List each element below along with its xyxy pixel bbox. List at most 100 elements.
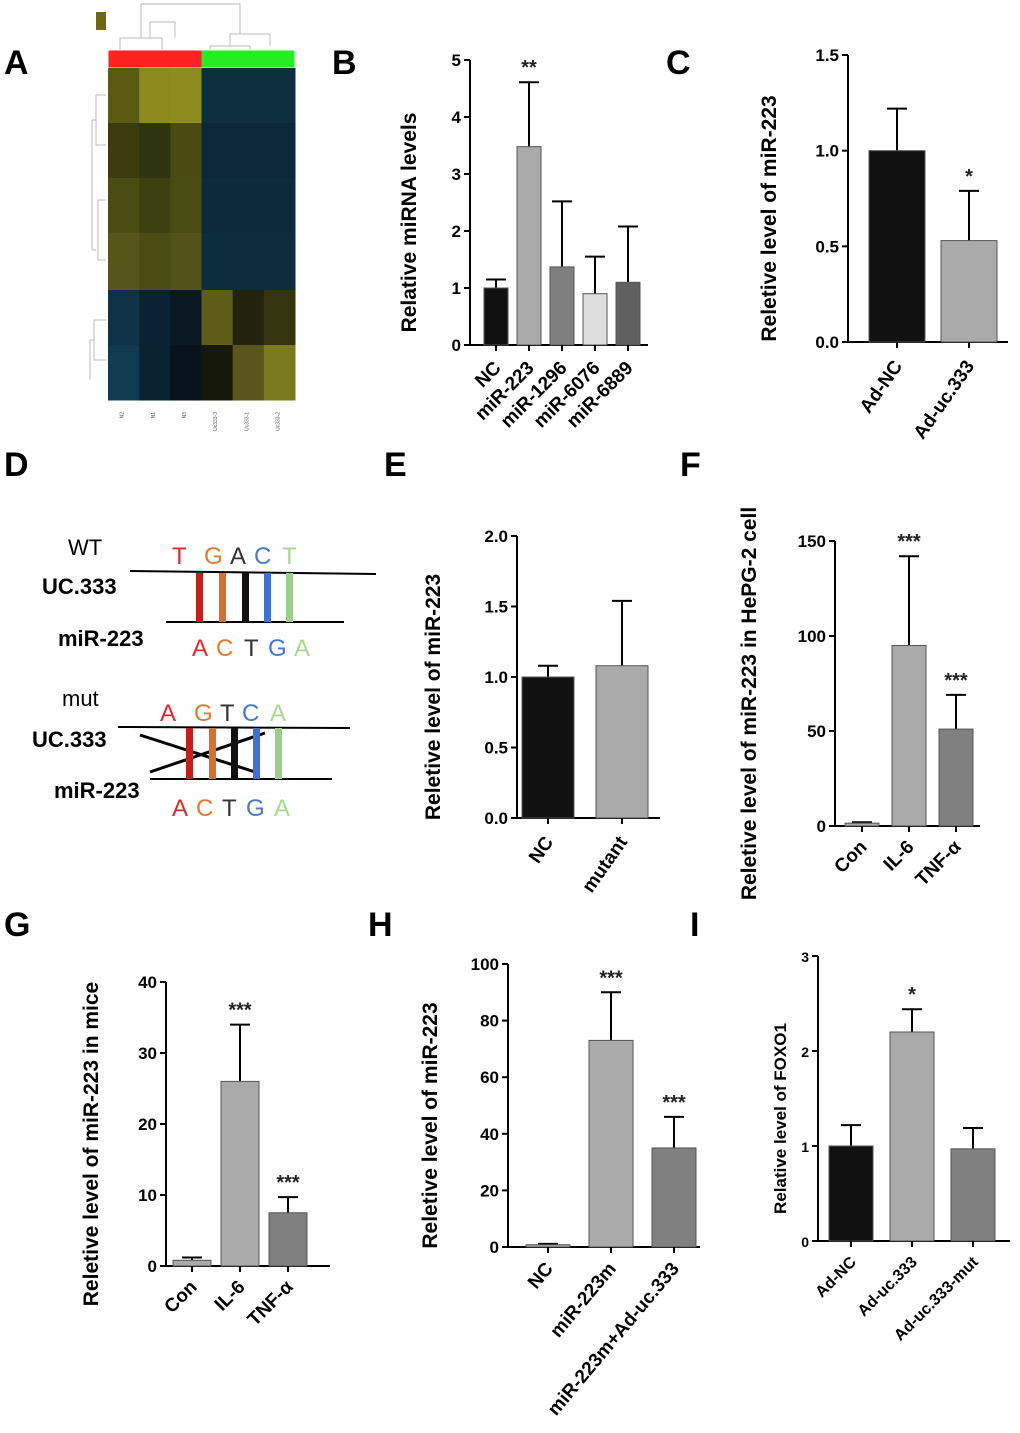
bar xyxy=(172,1259,212,1267)
y-tick-label: 1 xyxy=(452,279,461,298)
y-tick-label: 2.0 xyxy=(484,527,508,546)
wt-top-base: T xyxy=(172,543,187,570)
chart-e-mir223-level-mutant: 0.0 0.5 1.0 1.5 2.0 Reletive level of miR-223… xyxy=(422,527,660,897)
heatmap-cell xyxy=(232,123,265,179)
wt-pair-bar xyxy=(286,573,293,622)
bar xyxy=(940,240,998,343)
y-tick-label: 100 xyxy=(471,955,499,974)
heatmap-column-label: Uc333-1 xyxy=(244,412,250,431)
heatmap-cell xyxy=(263,123,296,179)
panel-label-h: H xyxy=(368,906,393,944)
y-tick-label: 1.5 xyxy=(815,46,839,65)
heatmap-cell xyxy=(232,290,265,346)
y-tick-label: 5 xyxy=(452,51,461,70)
wt-pair-bar xyxy=(242,573,249,622)
bar xyxy=(938,728,974,827)
heatmap-column-label: Uc333-3 xyxy=(213,412,219,431)
wt-label: WT xyxy=(68,535,102,560)
significance-label: *** xyxy=(662,1092,686,1114)
mut-bottom-base: A xyxy=(274,795,290,822)
row-dendrogram xyxy=(89,94,106,380)
bar xyxy=(549,266,575,346)
wt-uc333-label: UC.333 xyxy=(42,574,117,599)
heatmap-cell xyxy=(170,178,202,234)
wt-top-base: C xyxy=(254,543,271,570)
bar xyxy=(525,1244,571,1248)
panel-label-g: G xyxy=(4,906,30,944)
bar xyxy=(651,1147,697,1248)
heatmap-group-bar xyxy=(201,50,234,68)
y-axis-label: Reletive level of miR-223 xyxy=(419,1002,442,1248)
heatmap-cell xyxy=(232,345,265,401)
heatmap-group-bar xyxy=(263,50,296,68)
y-tick-label: 1 xyxy=(801,1139,809,1155)
heatmap-cell xyxy=(139,233,171,291)
heatmap-column-label: N3 xyxy=(182,412,188,419)
mut-top-base: T xyxy=(220,700,235,727)
y-tick-label: 2 xyxy=(801,1044,809,1060)
bar xyxy=(891,645,927,827)
bar xyxy=(588,1039,634,1248)
mut-pair-bar xyxy=(231,728,238,779)
y-tick-label: 80 xyxy=(480,1012,499,1031)
heatmap-cell xyxy=(263,68,296,124)
wt-bottom-base: A xyxy=(192,635,208,662)
heatmap-cell xyxy=(108,123,140,179)
y-tick-label: 2 xyxy=(452,222,461,241)
mut-pair-bar xyxy=(186,728,193,779)
wt-top-base: A xyxy=(230,543,246,570)
heatmap-column-label: Uc333-2 xyxy=(275,412,281,431)
heatmap-cell xyxy=(201,345,234,401)
bar xyxy=(483,287,509,346)
mut-top-base: C xyxy=(242,700,259,727)
heatmap-group-bar xyxy=(170,50,202,68)
wt-uc333-strand xyxy=(129,570,377,575)
wt-bottom-base: A xyxy=(294,635,310,662)
y-tick-label: 4 xyxy=(452,108,462,127)
heatmap-column-label: N2 xyxy=(120,412,126,419)
bar xyxy=(595,665,649,819)
significance-label: *** xyxy=(599,967,623,989)
y-tick-label: 50 xyxy=(807,722,826,741)
heatmap-cell xyxy=(232,68,265,124)
y-axis-label: Relative level of FOXO1 xyxy=(771,1023,790,1214)
mut-bottom-base: G xyxy=(246,795,265,822)
heatmap-cell xyxy=(263,345,296,401)
wt-bottom-base: T xyxy=(244,635,259,662)
y-tick-label: 0 xyxy=(148,1257,157,1276)
mut-pair-bar xyxy=(275,728,282,779)
bar xyxy=(516,146,542,346)
heatmap-cell xyxy=(108,233,140,291)
y-tick-label: 0.5 xyxy=(484,739,508,758)
y-tick-label: 100 xyxy=(798,627,826,646)
panel-label-b: B xyxy=(332,44,357,82)
mut-bottom-base: T xyxy=(222,795,237,822)
y-tick-label: 10 xyxy=(138,1186,157,1205)
mut-uc333-strand xyxy=(117,726,351,729)
mut-pair-bar xyxy=(209,728,216,779)
wt-bottom-base: C xyxy=(216,635,233,662)
heatmap-cell xyxy=(170,290,202,346)
y-tick-label: 20 xyxy=(138,1115,157,1134)
wt-top-base: G xyxy=(204,543,223,570)
bar xyxy=(268,1212,308,1267)
y-tick-label: 0 xyxy=(817,817,826,836)
y-tick-label: 0 xyxy=(452,336,461,355)
heatmap-cell xyxy=(170,68,202,124)
heatmap-cell xyxy=(263,178,296,234)
bar xyxy=(220,1080,260,1267)
heatmap-cell xyxy=(170,233,202,291)
bar xyxy=(582,293,608,346)
y-tick-label: 20 xyxy=(480,1181,499,1200)
mut-top-base: A xyxy=(160,700,176,727)
heatmap-panel: N2 N1 N3 Uc333-3 Uc333-1 Uc333-2 xyxy=(89,3,296,431)
bar xyxy=(844,822,880,827)
y-tick-label: 3 xyxy=(452,165,461,184)
wt-bottom-base: G xyxy=(268,635,287,662)
heatmap-group-bar xyxy=(139,50,171,68)
y-tick-label: 1.0 xyxy=(484,668,508,687)
mut-bottom-base: C xyxy=(196,795,213,822)
